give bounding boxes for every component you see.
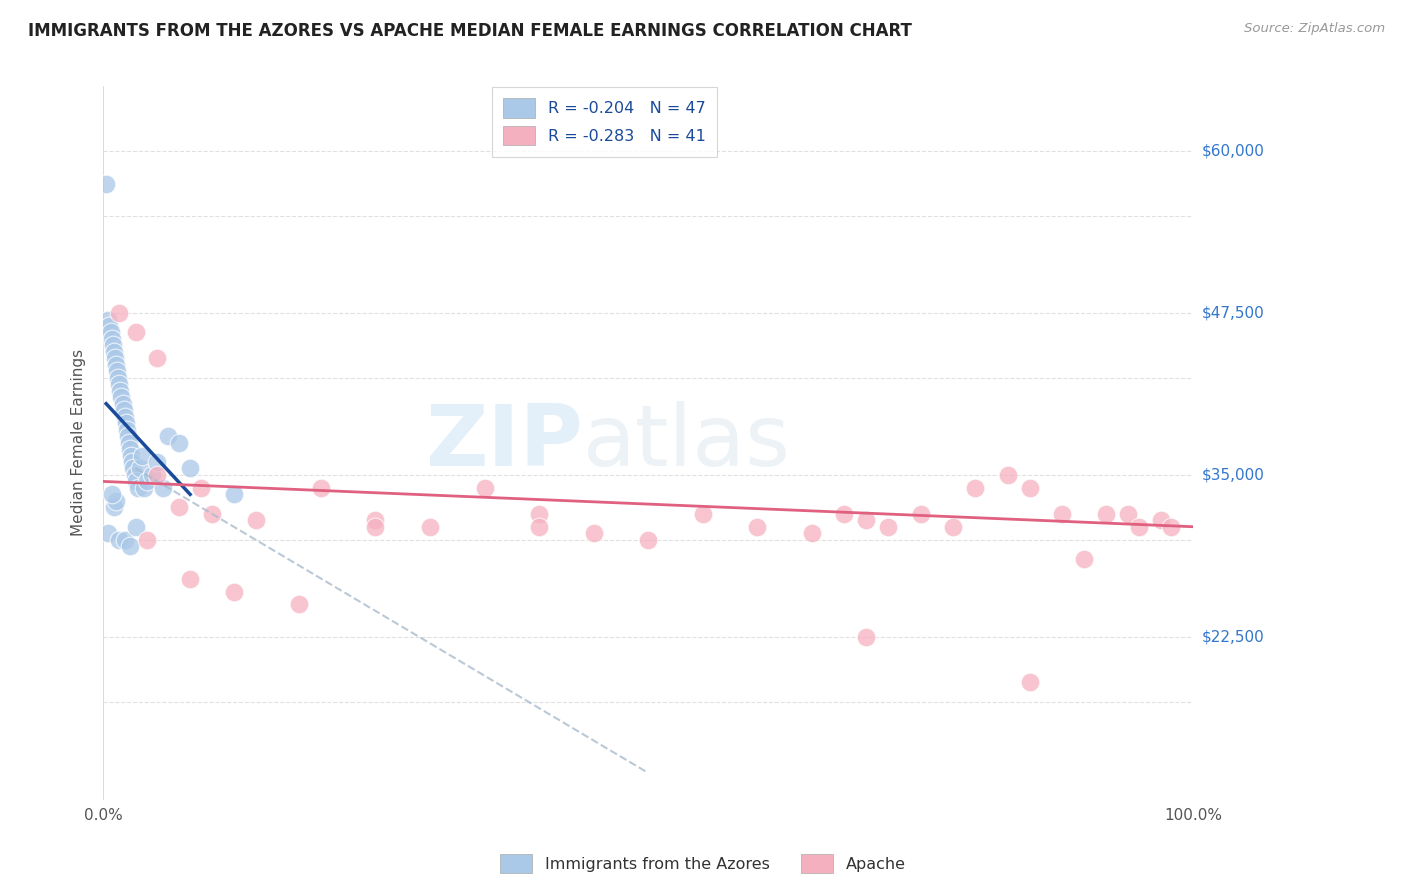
Point [1149, 513, 1171, 527]
Point [114, 533, 136, 547]
Point [745, 520, 768, 534]
Point [98, 318, 121, 333]
Text: atlas: atlas [582, 401, 790, 484]
Text: Source: ZipAtlas.com: Source: ZipAtlas.com [1244, 22, 1385, 36]
Point [1095, 507, 1118, 521]
Y-axis label: Median Female Earnings: Median Female Earnings [72, 349, 86, 536]
Point [179, 461, 201, 475]
Point [115, 423, 138, 437]
Point [527, 520, 550, 534]
Point [105, 364, 128, 378]
Point [97, 312, 120, 326]
Point [288, 598, 311, 612]
Point [120, 539, 142, 553]
Point [110, 384, 132, 398]
Point [104, 358, 127, 372]
Point [1160, 520, 1182, 534]
Point [167, 435, 190, 450]
Point [582, 526, 605, 541]
Point [111, 397, 134, 411]
Point [834, 507, 856, 521]
Point [1018, 481, 1040, 495]
Point [1052, 507, 1074, 521]
Text: $47,500: $47,500 [1202, 306, 1264, 320]
Text: IMMIGRANTS FROM THE AZORES VS APACHE MEDIAN FEMALE EARNINGS CORRELATION CHART: IMMIGRANTS FROM THE AZORES VS APACHE MED… [28, 22, 912, 40]
Point [1073, 552, 1095, 566]
Point [97, 526, 120, 541]
Point [942, 520, 965, 534]
Point [135, 533, 157, 547]
Point [108, 377, 131, 392]
Point [910, 507, 932, 521]
Point [692, 507, 714, 521]
Point [110, 390, 132, 404]
Point [800, 526, 823, 541]
Point [121, 455, 143, 469]
Point [364, 520, 387, 534]
Point [129, 461, 152, 475]
Point [100, 487, 122, 501]
Point [104, 351, 127, 366]
Point [1018, 675, 1040, 690]
Point [122, 461, 145, 475]
Point [637, 533, 659, 547]
Legend: R = -0.204   N = 47, R = -0.283   N = 41: R = -0.204 N = 47, R = -0.283 N = 41 [492, 87, 717, 156]
Point [167, 500, 190, 515]
Point [104, 493, 127, 508]
Point [997, 467, 1019, 482]
Text: $60,000: $60,000 [1202, 144, 1264, 159]
Point [101, 338, 124, 352]
Point [855, 513, 877, 527]
Point [120, 449, 142, 463]
Point [117, 429, 139, 443]
Point [114, 409, 136, 424]
Point [124, 520, 146, 534]
Point [103, 500, 125, 515]
Point [131, 449, 153, 463]
Point [100, 332, 122, 346]
Point [114, 416, 136, 430]
Point [120, 442, 142, 456]
Text: $22,500: $22,500 [1202, 630, 1264, 644]
Text: $35,000: $35,000 [1202, 467, 1264, 483]
Point [107, 371, 129, 385]
Point [108, 533, 131, 547]
Point [190, 481, 212, 495]
Point [222, 584, 245, 599]
Point [146, 467, 169, 482]
Point [1116, 507, 1139, 521]
Point [201, 507, 224, 521]
Point [179, 572, 201, 586]
Point [855, 630, 877, 644]
Text: ZIP: ZIP [425, 401, 582, 484]
Point [419, 520, 441, 534]
Point [127, 481, 149, 495]
Point [108, 306, 131, 320]
Point [112, 403, 135, 417]
Point [222, 487, 245, 501]
Point [146, 455, 169, 469]
Legend: Immigrants from the Azores, Apache: Immigrants from the Azores, Apache [494, 847, 912, 880]
Point [134, 481, 156, 495]
Point [474, 481, 496, 495]
Point [527, 507, 550, 521]
Point [146, 351, 169, 366]
Point [1128, 520, 1150, 534]
Point [965, 481, 987, 495]
Point [96, 177, 118, 191]
Point [100, 326, 122, 340]
Point [124, 326, 146, 340]
Point [124, 475, 146, 489]
Point [309, 481, 332, 495]
Point [124, 467, 146, 482]
Point [364, 513, 387, 527]
Point [103, 344, 125, 359]
Point [141, 467, 163, 482]
Point [157, 429, 180, 443]
Point [877, 520, 900, 534]
Point [135, 475, 157, 489]
Point [118, 435, 141, 450]
Point [245, 513, 267, 527]
Point [152, 481, 174, 495]
